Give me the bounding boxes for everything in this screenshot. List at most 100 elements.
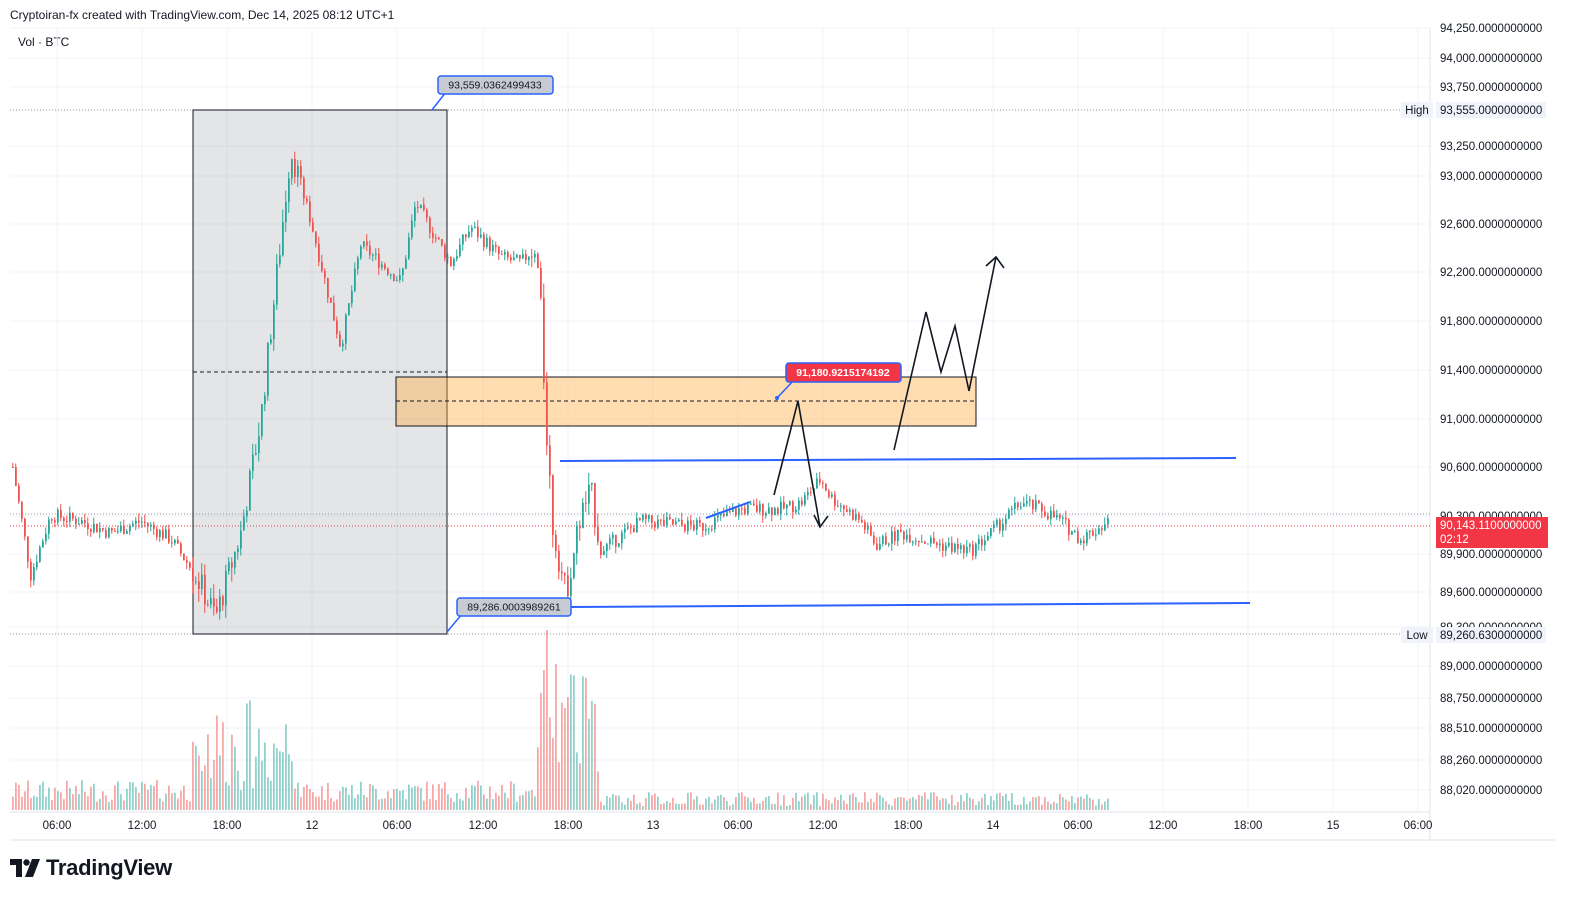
- volume-bar: [165, 793, 167, 810]
- candle-body: [111, 528, 113, 531]
- zone-callout[interactable]: 91,180.9215174192: [775, 362, 902, 400]
- time-axis[interactable]: 06:00 12:00 18:00 12 06:00 12:00 18:00 13 06:00 1…: [43, 820, 1433, 832]
- volume-bar: [486, 798, 488, 810]
- volume-bar: [648, 792, 650, 810]
- top-callout[interactable]: 93,559.0362499433: [431, 75, 554, 111]
- candle-body: [1005, 518, 1007, 524]
- volume-bar: [1059, 793, 1061, 810]
- candle-body: [603, 551, 605, 556]
- volume-bar: [303, 786, 305, 810]
- candle-body: [12, 467, 14, 468]
- volume-bar: [942, 798, 944, 810]
- candle-body: [528, 256, 530, 261]
- brand-name: TradingView: [46, 855, 172, 880]
- top-callout-text: 93,559.0362499433: [448, 80, 542, 92]
- candle-body: [756, 505, 758, 512]
- candle-body: [1035, 500, 1037, 510]
- volume-bar: [435, 799, 437, 810]
- volume-bar: [462, 800, 464, 810]
- candle-body: [435, 237, 437, 239]
- volume-bar: [822, 793, 824, 810]
- volume-bar: [708, 796, 710, 810]
- support-line: [567, 602, 1251, 608]
- candle-body: [573, 553, 575, 579]
- volume-bar: [240, 789, 242, 810]
- tradingview-logo[interactable]: TradingView: [10, 855, 172, 881]
- volume-bar: [660, 804, 662, 810]
- candle-body: [1014, 502, 1016, 509]
- candle-body: [1017, 502, 1019, 508]
- volume-bar: [183, 785, 185, 810]
- volume-bar: [1056, 803, 1058, 810]
- candle-body: [51, 519, 53, 521]
- volume-bar: [702, 804, 704, 810]
- price-axis[interactable]: 94,250.0000000000 94,000.0000000000 93,750…: [1440, 23, 1542, 797]
- volume-bar: [270, 780, 272, 810]
- volume-bar: [447, 794, 449, 810]
- volume-bar: [423, 800, 425, 810]
- time-tick: 12:00: [809, 820, 838, 832]
- volume-bar: [339, 791, 341, 810]
- candle-body: [159, 530, 161, 538]
- volume-bar: [570, 674, 572, 810]
- candle-body: [876, 543, 878, 550]
- candle-body: [402, 268, 404, 276]
- time-tick: 06:00: [724, 820, 753, 832]
- candle-body: [294, 158, 296, 177]
- volume-bar: [594, 703, 596, 810]
- candle-body: [546, 382, 548, 446]
- volume-bar: [699, 804, 701, 810]
- volume-bar: [504, 792, 506, 810]
- volume-bar: [555, 664, 557, 810]
- price-tick: 92,600.0000000000: [1440, 219, 1542, 231]
- volume-bar: [252, 788, 254, 810]
- candle-body: [987, 535, 989, 541]
- candle-body: [543, 297, 545, 383]
- volume-bar: [759, 803, 761, 810]
- volume-bar: [615, 795, 617, 810]
- candle-body: [93, 523, 95, 532]
- volume-bar: [153, 786, 155, 810]
- time-tick: 06:00: [1064, 820, 1093, 832]
- volume-bar: [351, 785, 353, 810]
- candle-body: [576, 526, 578, 554]
- candle-body: [657, 519, 659, 528]
- volume-bar: [1035, 797, 1037, 810]
- candle-body: [1020, 506, 1022, 508]
- candle-body: [717, 515, 719, 518]
- volume-bar: [849, 794, 851, 810]
- volume-bar: [786, 805, 788, 810]
- candle-body: [615, 534, 617, 547]
- volume-bar: [609, 797, 611, 810]
- candle-body: [480, 234, 482, 238]
- candle-body: [1002, 523, 1004, 531]
- candle-body: [714, 517, 716, 530]
- volume-bar: [75, 785, 77, 810]
- candle-body: [474, 226, 476, 228]
- candle-body: [948, 542, 950, 546]
- candle-body: [1050, 510, 1052, 520]
- candle-body: [1032, 499, 1034, 510]
- candle-body: [417, 207, 419, 209]
- volume-bar: [552, 737, 554, 810]
- volume-bar: [750, 801, 752, 810]
- bottom-callout[interactable]: 89,286.0003989261: [446, 597, 572, 633]
- price-tick: 88,020.0000000000: [1440, 785, 1542, 797]
- volume-bar: [174, 792, 176, 810]
- volume-bar: [396, 788, 398, 810]
- candle-body: [1056, 514, 1058, 518]
- candle-body: [504, 252, 506, 255]
- volume-bar: [735, 796, 737, 810]
- volume-bar: [51, 800, 53, 810]
- volume-bar: [420, 787, 422, 810]
- volume-bar: [840, 794, 842, 810]
- volume-bar: [816, 792, 818, 810]
- candle-body: [1059, 514, 1061, 519]
- candle-body: [996, 519, 998, 525]
- volume-bar: [705, 798, 707, 810]
- volume-bar: [975, 804, 977, 810]
- candle-body: [333, 302, 335, 321]
- candle-body: [879, 543, 881, 550]
- candle-body: [849, 509, 851, 512]
